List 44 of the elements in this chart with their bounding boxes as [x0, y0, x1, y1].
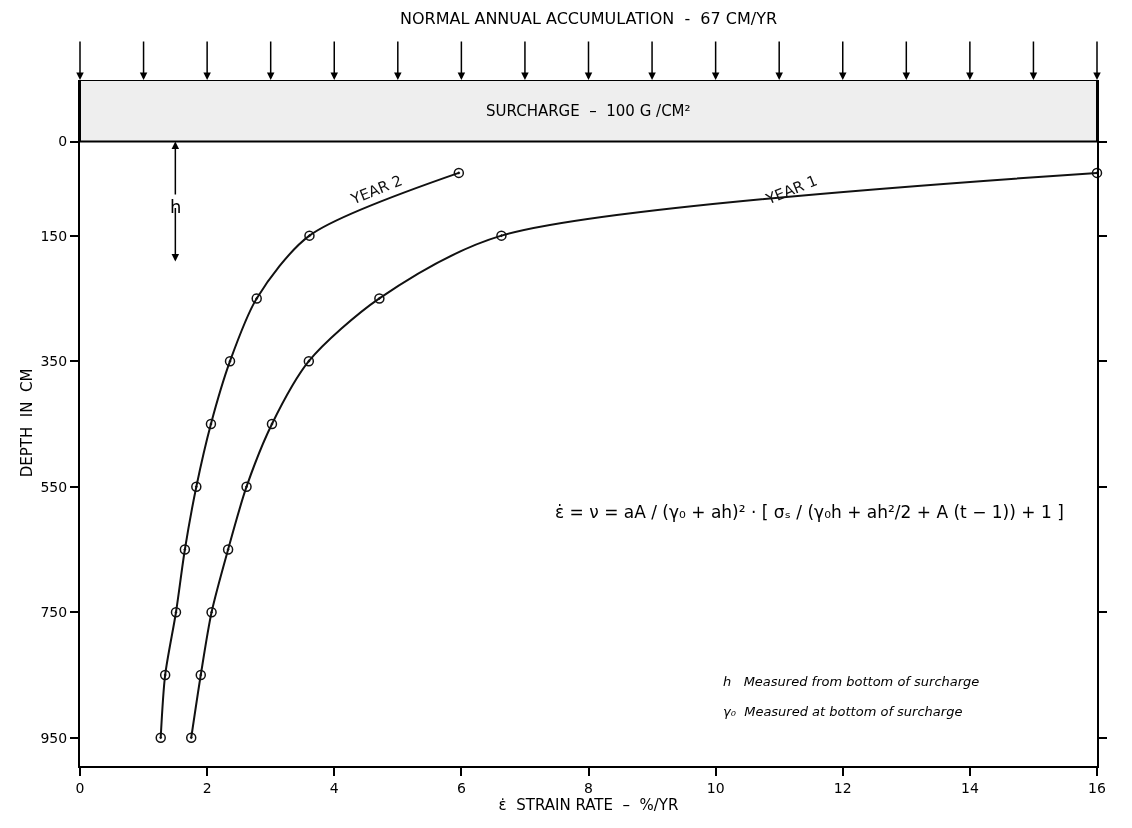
point: [195, 669, 207, 681]
annotation: γ₀ Measured at bottom of surcharge: [723, 704, 963, 719]
y-tick-label: 550: [40, 478, 68, 495]
annotation: h: [170, 196, 182, 217]
point: [241, 481, 252, 492]
point: [159, 669, 171, 681]
x-tick-label: 4: [329, 779, 339, 796]
point: [453, 167, 465, 179]
x-tick-label: 16: [1088, 779, 1106, 796]
point: [251, 293, 262, 304]
x-tick-label: 2: [202, 779, 212, 796]
point: [303, 355, 315, 367]
annotation: h Measured from bottom of surcharge: [723, 674, 980, 689]
point: [206, 606, 217, 618]
point: [185, 732, 197, 744]
point: [1091, 167, 1103, 179]
point: [374, 293, 385, 304]
point: [496, 230, 507, 241]
point: [155, 732, 166, 744]
point: [222, 544, 234, 555]
point: [205, 418, 217, 430]
x-tick-label: 10: [706, 779, 725, 796]
text: YEAR 2: [347, 171, 405, 209]
x-axis-title: ε̇ STRAIN RATE – %/YR: [498, 795, 679, 814]
x-tick-label: 0: [75, 779, 85, 796]
y-tick-label: 350: [40, 353, 68, 370]
point: [179, 544, 191, 555]
x-tick-label: 14: [960, 779, 979, 796]
chart-title: NORMAL ANNUAL ACCUMULATION - 67 CM/YR: [400, 9, 778, 28]
y-tick-label: 150: [40, 227, 68, 244]
x-tick-label: 12: [833, 779, 852, 796]
x-tick-label: 8: [584, 779, 593, 796]
point: [304, 230, 315, 241]
y-tick-label: 950: [40, 729, 68, 746]
y-tick-label: 750: [40, 604, 68, 621]
annotation: ε̇ = ν = aA / (γ₀ + ah)² · [ σₛ / (γ₀h + ah²/2 + A (t − 1)) + 1 ]: [555, 502, 1064, 522]
x-tick-label: 6: [456, 779, 466, 796]
point: [170, 606, 182, 618]
point: [266, 418, 278, 430]
y-tick-label: 0: [58, 133, 68, 150]
y-axis-title: DEPTH IN CM: [18, 368, 37, 478]
point: [224, 355, 236, 367]
band-label: SURCHARGE – 100 G /CM²: [486, 102, 691, 120]
point: [191, 481, 202, 492]
